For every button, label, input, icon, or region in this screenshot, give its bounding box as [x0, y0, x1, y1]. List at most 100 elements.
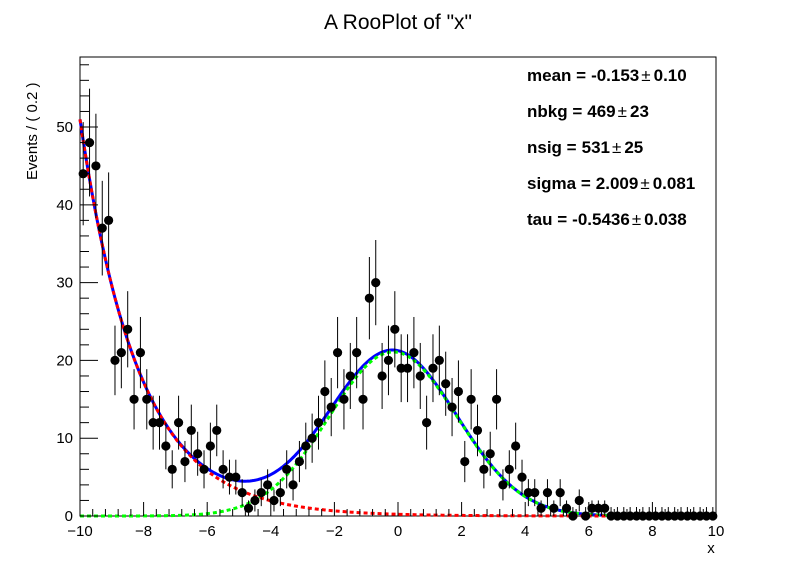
data-point [574, 489, 584, 512]
param-line: sigma = 2.009 ±0.081 [527, 174, 695, 193]
data-point [326, 377, 336, 437]
data-point [460, 440, 470, 483]
data-point [472, 404, 483, 457]
data-point [129, 369, 139, 430]
data-point [409, 316, 419, 389]
param-line: nsig = 531 ±25 [527, 138, 643, 157]
data-point [154, 395, 165, 450]
data-point [428, 334, 438, 403]
data-point [142, 369, 152, 430]
data-point [453, 360, 464, 423]
data-point [91, 113, 101, 219]
y-tick-label: 10 [56, 430, 73, 447]
data-point [231, 459, 241, 495]
data-point [205, 422, 215, 470]
x-tick-label: 8 [648, 523, 656, 540]
param-line: mean = -0.153 ±0.10 [527, 66, 687, 85]
param-value: 531 [582, 138, 610, 157]
pm-symbol: ± [640, 174, 649, 193]
data-point [581, 507, 591, 521]
data-point [218, 450, 228, 489]
param-value: -0.153 [591, 66, 639, 85]
data-point [434, 325, 444, 396]
data-point [173, 395, 184, 450]
data-point [84, 88, 95, 197]
data-point [504, 450, 514, 489]
data-point [199, 450, 209, 489]
data-point [243, 500, 254, 516]
param-line: nbkg = 469 ±23 [527, 102, 649, 121]
data-point [485, 431, 495, 476]
data-point [561, 500, 572, 516]
data-point [568, 507, 578, 521]
data-point [402, 334, 413, 403]
data-point [104, 172, 114, 269]
param-name: sigma = [527, 174, 591, 193]
data-point [600, 500, 610, 516]
data-point [530, 479, 540, 507]
data-point [390, 291, 400, 368]
data-point [263, 469, 273, 501]
axes: −10 −8 −6 −4 −2 0 2 4 6 8 10 0 10 20 30 40 50 [56, 64, 725, 540]
pm-symbol: ± [612, 138, 621, 157]
x-axis-title: x [707, 540, 715, 557]
chart-title: A RooPlot of "x" [324, 11, 472, 34]
x-tick-label: −2 [326, 523, 343, 540]
param-line: tau = -0.5436 ±0.038 [527, 210, 687, 229]
param-error: 0.10 [654, 66, 687, 85]
data-point [352, 316, 362, 389]
data-point [123, 291, 133, 368]
data-point [97, 180, 107, 276]
data-point [517, 459, 527, 495]
y-tick-label: 0 [65, 508, 73, 525]
data-point [275, 479, 285, 507]
data-point [383, 325, 394, 396]
data-point [364, 257, 374, 340]
data-point [116, 316, 126, 389]
param-value: 2.009 [596, 174, 639, 193]
y-tick-label: 30 [56, 275, 73, 292]
x-tick-label: 0 [394, 523, 402, 540]
x-tick-label: 4 [521, 523, 529, 540]
param-error: 23 [630, 102, 649, 121]
data-point [180, 440, 190, 483]
data-point [301, 422, 311, 470]
data-point [256, 479, 266, 507]
x-tick-label: −10 [67, 523, 92, 540]
data-points [78, 88, 718, 521]
data-point [161, 422, 171, 470]
param-name: nbkg = [527, 102, 582, 121]
data-point [511, 422, 521, 470]
data-point [371, 239, 381, 326]
x-tick-label: 10 [708, 523, 725, 540]
x-tick-label: −8 [135, 523, 152, 540]
data-point [288, 469, 298, 501]
data-point [479, 450, 489, 489]
x-tick-label: 6 [585, 523, 593, 540]
data-point [549, 500, 559, 516]
pm-symbol: ± [632, 210, 641, 229]
data-point [320, 360, 330, 423]
plot-frame [79, 56, 717, 517]
data-point [332, 316, 343, 389]
data-point [345, 342, 355, 409]
param-value: 469 [587, 102, 615, 121]
data-point [250, 489, 260, 512]
param-name: nsig = [527, 138, 577, 157]
data-point [657, 507, 667, 521]
data-point [631, 507, 642, 521]
x-tick-label: 2 [457, 523, 465, 540]
data-point [415, 342, 425, 409]
data-point [466, 369, 476, 430]
data-point [358, 369, 368, 430]
data-point [167, 450, 177, 489]
param-name: mean = [527, 66, 586, 85]
param-value: -0.5436 [572, 210, 630, 229]
y-axis-title: Events / ( 0.2 ) [24, 82, 41, 180]
data-point [422, 395, 432, 450]
x-tick-label: −4 [262, 523, 279, 540]
y-tick-label: 20 [56, 352, 73, 369]
y-tick-label: 40 [56, 197, 73, 214]
